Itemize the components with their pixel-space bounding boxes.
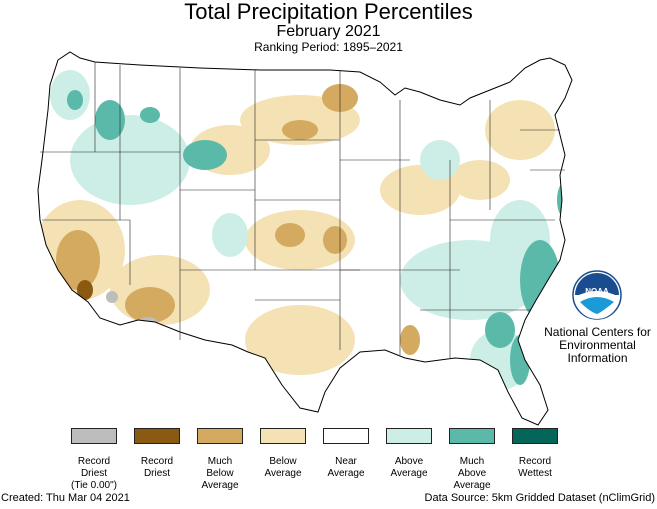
legend-label-line: Average	[201, 480, 239, 491]
data-source: Data Source: 5km Gridded Dataset (nClimG…	[424, 492, 655, 504]
map-title: Total Precipitation Percentiles	[184, 0, 473, 24]
noaa-logo: NOAA	[572, 270, 622, 320]
legend-label: Record Driest	[117, 456, 197, 480]
organization-line: Information	[567, 351, 628, 365]
us-precipitation-map	[37, 51, 573, 426]
noaa-logo-text: NOAA	[585, 287, 609, 296]
organization-line: Environmental	[559, 338, 636, 352]
legend-label-line: (Tie 0.00")	[71, 480, 117, 491]
legend-swatch	[386, 428, 432, 444]
legend-label-line: Average	[327, 468, 365, 479]
legend-label-line: Driest	[143, 468, 171, 479]
legend-label-line: Record	[77, 456, 111, 467]
legend-label: Much Above Average	[432, 456, 512, 492]
legend-label-line: Much	[459, 456, 485, 467]
organization-name: National Centers for Environmental Infor…	[540, 326, 655, 365]
legend-label-line: Wettest	[518, 468, 552, 479]
legend-label-line: Below	[269, 456, 297, 467]
legend-label-line: Much	[207, 456, 233, 467]
legend-label: Record Wettest	[495, 456, 575, 480]
legend-swatch	[197, 428, 243, 444]
legend-label: Record Driest (Tie 0.00")	[54, 456, 134, 492]
legend-label-line: Record	[140, 456, 174, 467]
legend-label-line: Average	[453, 480, 491, 491]
legend-swatch	[71, 428, 117, 444]
legend-label-line: Near	[335, 456, 357, 467]
legend-label: Near Average	[306, 456, 386, 480]
ranking-period: Ranking Period: 1895–2021	[254, 40, 403, 54]
legend-swatch	[134, 428, 180, 444]
legend-label-line: Below	[206, 468, 234, 479]
legend-swatch	[449, 428, 495, 444]
legend-label: Above Average	[369, 456, 449, 480]
legend-label: Much Below Average	[180, 456, 260, 492]
legend-swatch	[512, 428, 558, 444]
legend-swatch	[323, 428, 369, 444]
legend-label-line: Above	[394, 456, 424, 467]
legend-label-line: Above	[457, 468, 487, 479]
organization-line: National Centers for	[544, 325, 651, 339]
legend-swatch	[260, 428, 306, 444]
legend-label-line: Record	[518, 456, 552, 467]
legend-label-line: Driest	[80, 468, 108, 479]
legend-label: Below Average	[243, 456, 323, 480]
map-subtitle: February 2021	[276, 23, 381, 40]
created-date: Created: Thu Mar 04 2021	[1, 492, 130, 504]
legend-label-line: Average	[390, 468, 428, 479]
legend-label-line: Average	[264, 468, 302, 479]
